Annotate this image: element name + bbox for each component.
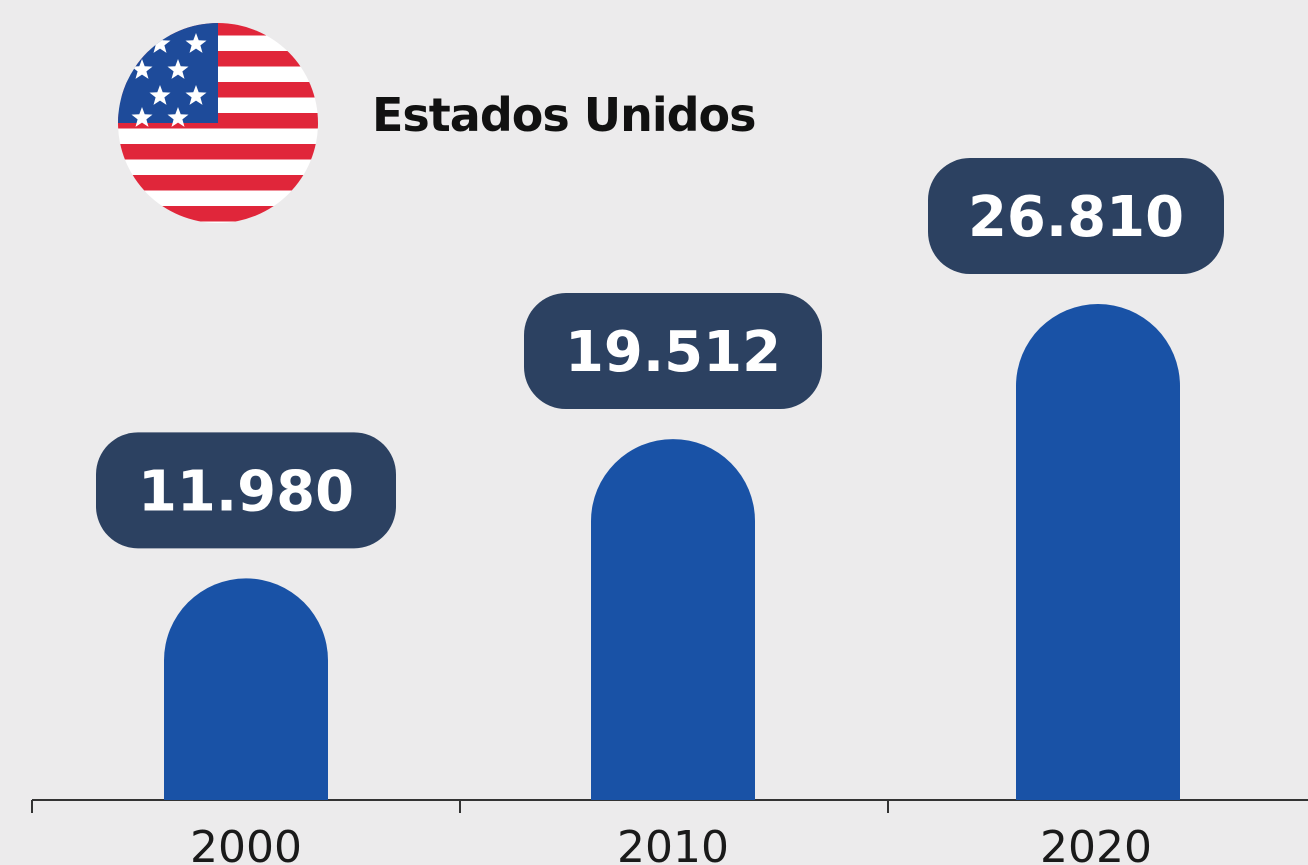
chart-title: Estados Unidos — [372, 88, 757, 142]
x-axis — [31, 799, 1308, 813]
x-tick-label-2000: 2000 — [190, 822, 302, 865]
value-labels: 11.980 19.512 26.810 — [96, 158, 1224, 549]
value-label-bg-2010 — [524, 293, 822, 410]
x-tick-label-2020: 2020 — [1040, 822, 1152, 865]
value-label-bg-2000 — [96, 432, 396, 549]
value-label-bg-2020 — [928, 158, 1224, 274]
x-tick-labels: 2000 2010 2020 — [190, 822, 1152, 865]
bar-2000 — [164, 578, 328, 800]
value-label-2000: 11.980 — [138, 459, 354, 524]
usa-flag-icon — [118, 23, 318, 223]
x-tick-label-2010: 2010 — [617, 822, 729, 865]
bar-2020 — [1016, 304, 1180, 800]
bars — [164, 304, 1180, 800]
value-label-2020: 26.810 — [968, 185, 1184, 250]
value-label-2010: 19.512 — [565, 320, 781, 385]
bar-2010 — [591, 439, 755, 800]
